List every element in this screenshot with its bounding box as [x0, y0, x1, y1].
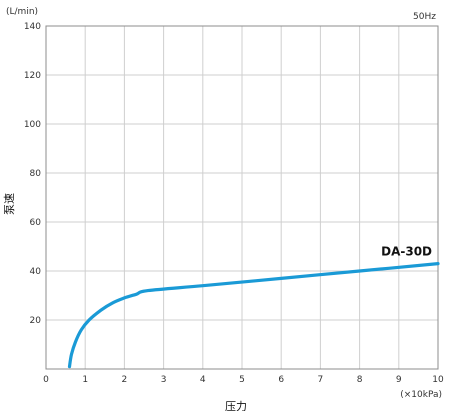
- x-tick-label: 7: [318, 375, 324, 385]
- x-tick-label: 5: [239, 375, 245, 385]
- y-tick-label: 40: [30, 267, 42, 277]
- y-tick-label: 120: [24, 71, 41, 81]
- y-axis-title: 泵速: [3, 193, 16, 215]
- x-tick-label: 10: [432, 375, 444, 385]
- x-tick-label: 9: [396, 375, 402, 385]
- frequency-label: 50Hz: [413, 12, 436, 22]
- series-line-da-30d: [67, 262, 440, 369]
- y-tick-label: 140: [24, 22, 41, 32]
- x-axis-ticks: 0 1 2 3 4 5 6 7 8 9 10: [43, 375, 444, 385]
- y-axis-ticks: 20 40 60 80 100 120 140: [24, 22, 41, 326]
- x-tick-label: 0: [43, 375, 49, 385]
- y-tick-label: 80: [30, 169, 42, 179]
- plot-frame: [45, 25, 439, 370]
- grid: [46, 26, 438, 369]
- x-tick-label: 4: [200, 375, 206, 385]
- x-tick-label: 2: [122, 375, 128, 385]
- x-tick-label: 3: [161, 375, 167, 385]
- x-axis-unit: (×10kPa): [400, 390, 442, 400]
- x-tick-label: 6: [278, 375, 284, 385]
- y-tick-label: 100: [24, 120, 41, 130]
- series-layer: DA-30D: [67, 245, 440, 369]
- y-axis-unit: (L/min): [6, 7, 38, 17]
- y-tick-label: 60: [30, 218, 42, 228]
- x-tick-label: 8: [357, 375, 363, 385]
- y-tick-label: 20: [30, 316, 42, 326]
- x-axis-title: 压力: [225, 400, 247, 411]
- x-tick-label: 1: [82, 375, 88, 385]
- series-label-da-30d: DA-30D: [381, 245, 432, 259]
